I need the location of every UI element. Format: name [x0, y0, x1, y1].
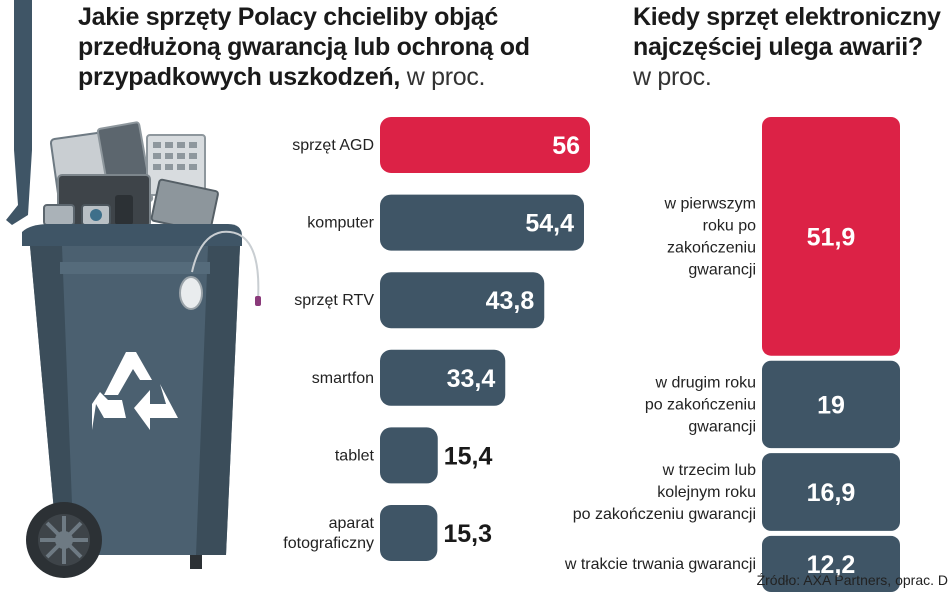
left-value-label: 54,4: [525, 210, 574, 238]
right-category-label: w pierwszym: [663, 195, 756, 212]
left-value-label: 56: [552, 132, 580, 160]
left-value-label: 33,4: [447, 365, 496, 393]
right-chart-title-line1: Kiedy sprzęt elektroniczny: [633, 3, 941, 31]
left-bar: [380, 349, 506, 406]
right-category-label: gwarancji: [688, 418, 756, 435]
left-chart-title: Jakie sprzęty Polacy chcieliby objąć prz…: [78, 2, 548, 92]
left-category-label: sprzęt AGD: [292, 137, 374, 154]
right-stacked-chart: 51,9 w pierwszym roku po zakończeniu gwaranc…: [564, 117, 900, 592]
right-value-label: 16,9: [807, 479, 856, 507]
right-category-label: zakończeniu: [667, 239, 756, 256]
left-category-label: smartfon: [312, 370, 374, 387]
left-chart-title-bold: Jakie sprzęty Polacy chcieliby objąć prz…: [78, 3, 530, 91]
left-category-label: komputer: [307, 215, 374, 232]
right-bar: [762, 535, 900, 592]
left-bar: [380, 194, 584, 251]
right-category-label: po zakończeniu: [645, 396, 756, 413]
left-category-label: fotograficzny: [283, 535, 374, 552]
left-bar: [380, 427, 438, 484]
right-value-label: 19: [817, 391, 845, 419]
left-value-label: 43,8: [486, 287, 535, 315]
right-chart-title-unit: w proc.: [633, 63, 712, 91]
right-category-label: kolejnym roku: [657, 484, 756, 501]
right-category-label: roku po: [703, 217, 756, 234]
bin-wheel: [26, 502, 102, 578]
right-category-label: w trzecim lub: [662, 462, 756, 479]
left-value-label: 15,3: [443, 520, 492, 548]
left-category-label: aparat: [329, 515, 375, 532]
left-bar: [380, 272, 545, 329]
right-bar: [762, 117, 900, 356]
left-chart-title-unit: w proc.: [406, 63, 486, 91]
right-category-label: w trakcie trwania gwarancji: [564, 556, 756, 573]
left-bar-chart: sprzęt AGD 56 komputer 54,4 sprzęt RTV 43,8 sm…: [283, 117, 590, 561]
left-bar: [380, 505, 438, 561]
left-category-label: sprzęt RTV: [294, 292, 374, 309]
right-value-label: 12,2: [807, 551, 856, 579]
left-category-label: tablet: [335, 447, 375, 464]
left-bar: [380, 117, 590, 173]
source-note: Źródło: AXA Partners, oprac. D: [756, 572, 948, 588]
right-category-label: po zakończeniu gwarancji: [573, 506, 756, 523]
right-chart-title-line2: najczęściej ulega awarii?: [633, 33, 923, 61]
left-value-label: 15,4: [444, 442, 493, 470]
right-chart-title: Kiedy sprzęt elektroniczny najczęściej u…: [633, 2, 948, 92]
right-bar: [762, 360, 900, 449]
right-value-label: 51,9: [807, 223, 856, 251]
right-category-label: w drugim roku: [655, 374, 756, 391]
recycle-icon: [92, 352, 178, 430]
right-bar: [762, 453, 900, 531]
right-category-label: gwarancji: [688, 261, 756, 278]
